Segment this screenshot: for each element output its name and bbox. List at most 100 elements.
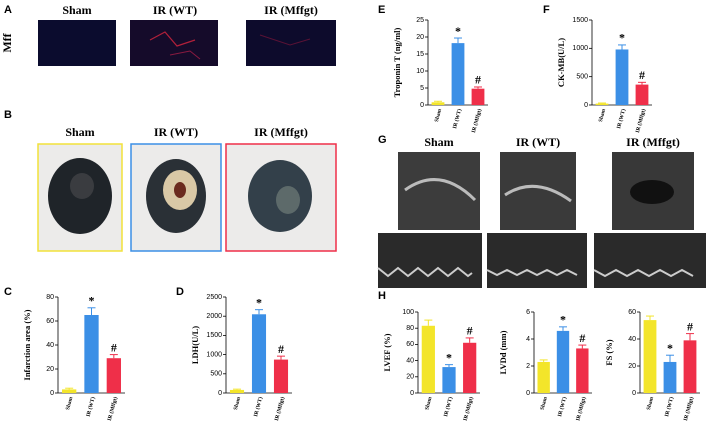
mff-images	[38, 20, 336, 66]
y-tick-label: 80	[406, 325, 414, 332]
significance: *	[560, 313, 566, 327]
image-title: IR (WT)	[153, 3, 197, 17]
bar	[576, 348, 589, 393]
y-tick-label: 1000	[572, 45, 588, 52]
y-tick-label: 1500	[206, 332, 222, 339]
bar	[431, 102, 445, 105]
panel-label: H	[378, 290, 386, 302]
panel-label: A	[4, 4, 12, 16]
x-tick-label: IR (WT)	[252, 396, 264, 418]
panel-label: F	[543, 4, 550, 16]
bar	[442, 367, 456, 393]
significance: #	[467, 324, 473, 338]
x-tick-label: IR (Mffgt)	[682, 396, 695, 422]
y-tick-label: 40	[406, 357, 414, 364]
y-tick-label: 0	[410, 390, 414, 397]
x-tick-label: Sham	[434, 108, 443, 123]
significance: #	[639, 68, 645, 82]
y-axis-title: Troponin T (ng/ml)	[392, 27, 402, 97]
y-axis-title: Infarction area (%)	[22, 309, 32, 380]
bar	[595, 103, 609, 105]
y-axis-title: LVDd (mm)	[498, 330, 508, 374]
y-tick-label: 1500	[572, 17, 588, 24]
image-title: IR (WT)	[154, 125, 198, 139]
panel-label: D	[176, 286, 184, 298]
y-tick-label: 60	[406, 341, 414, 348]
bar	[62, 389, 77, 393]
significance: *	[256, 295, 262, 309]
y-tick-label: 0	[218, 390, 222, 397]
y-axis-title: FS (%)	[604, 339, 614, 365]
y-tick-label: 500	[576, 74, 588, 81]
bar	[471, 88, 485, 105]
y-tick-label: 0	[584, 102, 588, 109]
y-tick-label: 2000	[206, 313, 222, 320]
y-tick-label: 25	[416, 17, 424, 24]
x-tick-label: IR (WT)	[442, 396, 454, 418]
y-axis-title: LVEF (%)	[382, 333, 392, 371]
x-tick-label: IR (WT)	[451, 108, 463, 130]
bar	[683, 340, 697, 393]
significance: *	[446, 350, 452, 364]
bar	[251, 314, 267, 393]
image-title: IR (WT)	[516, 135, 560, 149]
y-tick-label: 500	[210, 371, 222, 378]
y-tick-label: 20	[416, 34, 424, 41]
image-title: IR (Mffgt)	[626, 135, 680, 149]
image-title: Sham	[424, 135, 453, 149]
y-tick-label: 2	[526, 363, 530, 370]
x-tick-label: Sham	[424, 396, 433, 411]
echo-images	[377, 152, 706, 288]
image-title: Sham	[65, 125, 94, 139]
bar	[635, 84, 649, 105]
x-tick-label: IR (Mffgt)	[273, 396, 286, 422]
y-tick-label: 100	[402, 309, 414, 316]
x-tick-label: IR (Mffgt)	[634, 108, 647, 134]
significance: #	[475, 73, 481, 87]
x-tick-label: IR (WT)	[663, 396, 675, 418]
y-axis-title: CK-MB(U/L)	[556, 38, 566, 87]
y-tick-label: 0	[632, 390, 636, 397]
y-tick-label: 2500	[206, 294, 222, 301]
significance: *	[89, 294, 95, 308]
image-title: Sham	[62, 3, 91, 17]
image-title: IR (Mffgt)	[264, 3, 318, 17]
row-label: Mff	[0, 32, 14, 52]
image-title: IR (Mffgt)	[254, 125, 308, 139]
bar	[643, 320, 657, 393]
y-tick-label: 0	[420, 102, 424, 109]
y-tick-label: 20	[628, 363, 636, 370]
x-tick-label: IR (WT)	[556, 396, 568, 418]
bar	[106, 358, 121, 393]
significance: #	[278, 342, 284, 356]
y-tick-label: 40	[628, 336, 636, 343]
panel-label: E	[378, 4, 385, 16]
bar	[615, 49, 629, 105]
bar	[229, 389, 245, 393]
significance: #	[579, 331, 585, 345]
x-tick-label: Sham	[65, 396, 74, 411]
x-tick-label: IR (Mffgt)	[106, 396, 119, 422]
bar	[273, 359, 289, 393]
y-tick-label: 6	[526, 309, 530, 316]
heart-images	[37, 143, 337, 252]
significance: *	[455, 24, 461, 38]
y-tick-label: 0	[50, 390, 54, 397]
x-tick-label: IR (WT)	[85, 396, 97, 418]
bar	[451, 43, 465, 105]
y-tick-label: 60	[46, 318, 54, 325]
y-tick-label: 40	[46, 342, 54, 349]
y-tick-label: 5	[420, 85, 424, 92]
y-tick-label: 20	[406, 374, 414, 381]
y-tick-label: 1000	[206, 351, 222, 358]
panel-label: B	[4, 109, 12, 121]
y-tick-label: 80	[46, 294, 54, 301]
bar	[663, 361, 677, 393]
bar	[556, 330, 570, 393]
bar	[537, 361, 550, 393]
significance: *	[619, 31, 625, 45]
y-tick-label: 4	[526, 336, 530, 343]
x-tick-label: IR (Mffgt)	[574, 396, 587, 422]
x-tick-label: Sham	[540, 396, 549, 411]
